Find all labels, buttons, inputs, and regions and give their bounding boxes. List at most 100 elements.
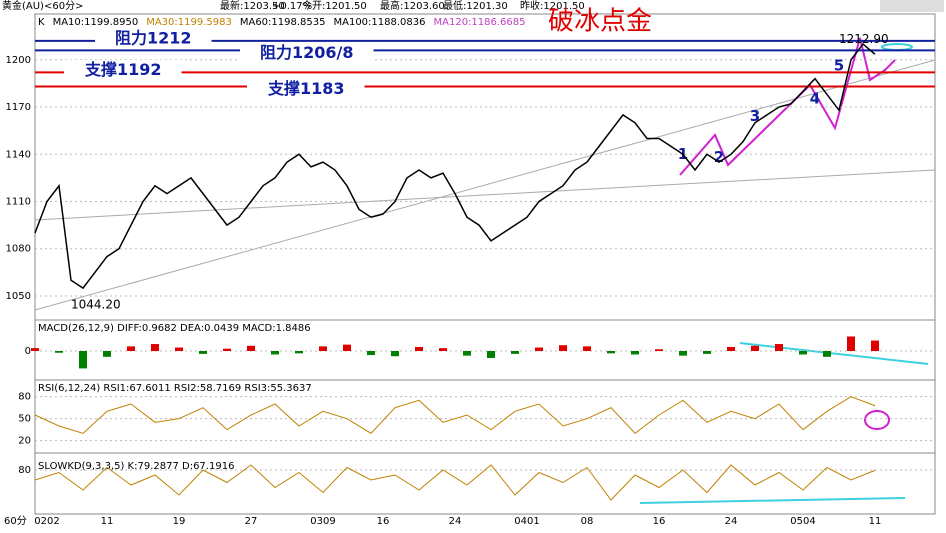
macd-bar — [559, 345, 567, 351]
rsi-circle — [864, 410, 890, 430]
y-tick-label: 1170 — [6, 102, 31, 113]
y-tick-label: 1050 — [6, 291, 31, 302]
x-tick-label: 16 — [377, 516, 390, 527]
x-tick-label: 16 — [653, 516, 666, 527]
macd-bar — [415, 346, 423, 351]
y-tick-label: 0 — [25, 346, 31, 357]
macd-bar — [367, 351, 375, 356]
series-line — [34, 464, 876, 501]
macd-bar — [679, 351, 687, 356]
macd-bar — [583, 346, 591, 351]
level-label: 阻力1212 — [115, 28, 192, 47]
x-tick-label: 0504 — [790, 516, 815, 527]
x-tick-label: 24 — [449, 516, 462, 527]
macd-bar — [319, 346, 327, 351]
y-tick-label: 1080 — [6, 244, 31, 255]
macd-bar — [439, 348, 447, 351]
quote-item: +0.17% — [272, 1, 312, 12]
quote-item: 最新:1203.50 — [220, 0, 285, 12]
legend-entry: MA120:1186.6685 — [434, 17, 526, 28]
level-label: 支撑1183 — [267, 79, 345, 98]
macd-bar — [343, 344, 351, 351]
channel-line — [34, 59, 936, 311]
macd-bar — [775, 344, 783, 351]
series-line — [34, 42, 876, 290]
macd-trend — [739, 342, 929, 365]
x-tick-label: 08 — [581, 516, 594, 527]
legend-entry: K — [38, 17, 45, 28]
legend-entry: MA30:1199.5983 — [146, 17, 232, 28]
macd-bar — [607, 351, 615, 354]
panel-title: MACD(26,12,9) DIFF:0.9682 DEA:0.0439 MAC… — [38, 323, 311, 334]
legend-entry: MA10:1199.8950 — [53, 17, 139, 28]
x-tick-label: 27 — [245, 516, 258, 527]
x-tick-label: 24 — [725, 516, 738, 527]
y-tick-label: 50 — [18, 414, 31, 425]
macd-bar — [175, 347, 183, 351]
y-tick-label: 20 — [18, 436, 31, 447]
annotation: 5 — [834, 57, 844, 75]
x-tick-label: 0309 — [310, 516, 335, 527]
quote-item: 最低:1201.30 — [443, 0, 508, 12]
level-label: 阻力1206/8 — [260, 43, 354, 62]
instrument-name: 黄金(AU)<60分> — [2, 0, 83, 12]
series-line — [34, 396, 876, 435]
macd-bar — [79, 351, 87, 369]
x-tick-label: 0202 — [34, 516, 59, 527]
macd-bar — [247, 345, 255, 351]
macd-bar — [295, 351, 303, 354]
x-tick-label: 19 — [173, 516, 186, 527]
macd-bar — [631, 351, 639, 355]
level-label-bg — [64, 59, 182, 79]
macd-bar — [535, 347, 543, 351]
macd-bar — [103, 351, 111, 357]
macd-bar — [391, 351, 399, 357]
macd-bar — [223, 348, 231, 351]
macd-bar — [751, 345, 759, 351]
y-tick-label: 1140 — [6, 149, 31, 160]
y-tick-label: 80 — [18, 392, 31, 403]
y-tick-label: 1200 — [6, 55, 31, 66]
macd-bar — [511, 351, 519, 354]
macd-bar — [463, 351, 471, 356]
y-tick-label: 1110 — [6, 196, 31, 207]
legend-entry: MA60:1198.8535 — [240, 17, 326, 28]
macd-bar — [151, 344, 159, 351]
macd-bar — [55, 351, 63, 353]
annotation: 2 — [714, 148, 724, 166]
annotation: 3 — [750, 107, 760, 125]
macd-bar — [31, 348, 39, 351]
macd-bar — [487, 351, 495, 358]
panel-title: SLOWKD(9,3,3,5) K:79.2877 D:67.1916 — [38, 461, 234, 472]
channel-line — [34, 169, 936, 221]
y-tick-label: 80 — [18, 465, 31, 476]
macd-bar — [823, 351, 831, 357]
panel-title: RSI(6,12,24) RSI1:67.6011 RSI2:58.7169 R… — [38, 383, 312, 394]
macd-bar — [199, 351, 207, 354]
annotation: 4 — [810, 90, 820, 108]
macd-bar — [127, 346, 135, 351]
annotation: 1044.20 — [71, 298, 121, 312]
x-unit: 60分 — [4, 515, 27, 527]
annotation: 1212.90 — [839, 32, 889, 46]
quote-item: 最高:1203.60 — [380, 0, 445, 12]
frame — [34, 13, 936, 515]
level-label: 支撑1192 — [84, 60, 162, 79]
level-label-bg — [247, 79, 365, 99]
x-tick-label: 11 — [869, 516, 882, 527]
macd-bar — [799, 351, 807, 355]
quote-item: 昨收:1201.50 — [520, 0, 585, 12]
chart-title: 破冰点金 — [548, 7, 652, 37]
macd-bar — [703, 351, 711, 354]
x-tick-label: 11 — [101, 516, 114, 527]
macd-bar — [271, 351, 279, 355]
kd-trend — [639, 497, 906, 504]
level-label-bg — [240, 42, 374, 62]
toolbar[interactable] — [880, 0, 944, 12]
macd-bar — [871, 340, 879, 351]
macd-bar — [847, 336, 855, 351]
macd-bar — [655, 349, 663, 351]
level-label-bg — [95, 28, 212, 48]
